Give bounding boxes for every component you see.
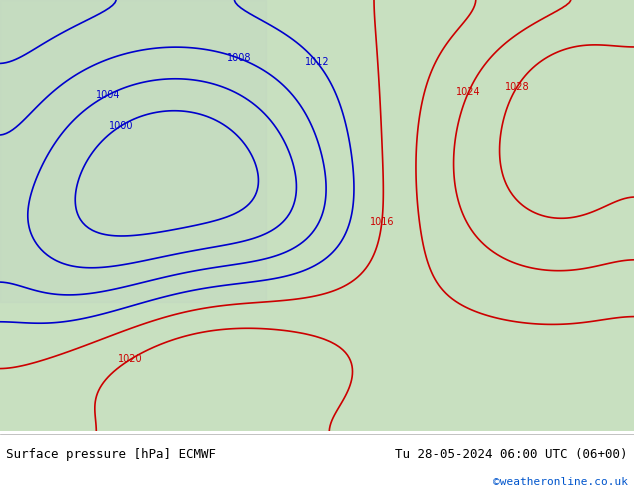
Point (0, 427, 5, 435)
Bar (0, 0, 266, 302)
Point (0, 427, 5, 435)
Point (0, 427, 5, 435)
Text: Tu 28-05-2024 06:00 UTC (06+00): Tu 28-05-2024 06:00 UTC (06+00) (395, 448, 628, 461)
Point (0, 427, 5, 435)
Text: 1008: 1008 (227, 53, 251, 63)
Text: 1000: 1000 (109, 121, 133, 131)
Text: 1020: 1020 (119, 354, 143, 364)
Point (0, 427, 5, 435)
Point (0, 427, 5, 435)
Text: Surface pressure [hPa] ECMWF: Surface pressure [hPa] ECMWF (6, 448, 216, 461)
Text: 1024: 1024 (456, 87, 481, 97)
Point (0, 427, 5, 435)
Point (0, 427, 5, 435)
Text: 1028: 1028 (505, 82, 529, 92)
Text: 1016: 1016 (370, 218, 394, 227)
Point (0, 427, 5, 435)
Text: ©weatheronline.co.uk: ©weatheronline.co.uk (493, 477, 628, 487)
Point (0, 427, 5, 435)
Text: 1012: 1012 (305, 57, 329, 67)
Point (0, 427, 5, 435)
Text: 1004: 1004 (96, 90, 120, 100)
